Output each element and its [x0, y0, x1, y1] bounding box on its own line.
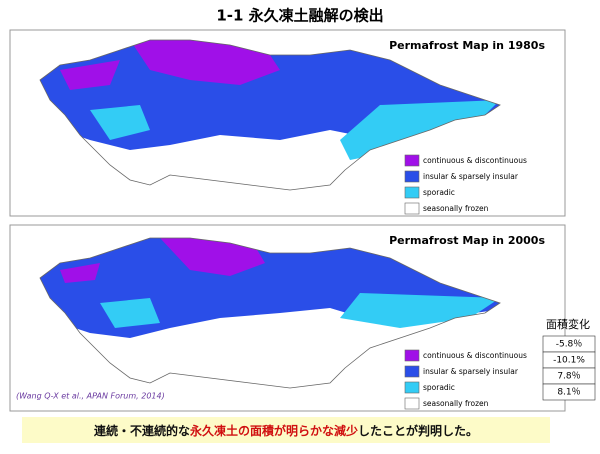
legend-swatch [404, 202, 420, 215]
legend-label: continuous & discontinuous [423, 351, 527, 360]
legend-swatch [404, 186, 420, 199]
legend-swatch [404, 154, 420, 167]
legend-label: sporadic [423, 188, 455, 197]
table-value: -5.8％ [556, 339, 583, 350]
map-title: Permafrost Map in 2000s [389, 234, 545, 247]
table-header: 面積変化 [546, 317, 590, 331]
table-cell [542, 383, 596, 401]
legend-label: insular & sparsely insular [423, 367, 519, 376]
legend-swatch [404, 170, 420, 183]
map-title: Permafrost Map in 1980s [389, 39, 545, 52]
legend-swatch [404, 397, 420, 410]
legend-swatch [404, 365, 420, 378]
footer-text: 連続・不連続的な永久凍土の面積が明らかな減少したことが判明した。 [94, 423, 478, 438]
legend-label: sporadic [423, 383, 455, 392]
legend-swatch [404, 349, 420, 362]
citation: (Wang Q-X et al., APAN Forum, 2014) [16, 392, 165, 401]
slide-title: 1-1 永久凍土融解の検出 [216, 7, 383, 25]
footer-segment: したことが判明した。 [358, 423, 478, 438]
table-value: 8.1％ [557, 387, 580, 398]
legend-label: continuous & discontinuous [423, 156, 527, 165]
legend-label: seasonally frozen [423, 204, 489, 213]
legend-label: insular & sparsely insular [423, 172, 519, 181]
footer-segment: 永久凍土の面積が明らかな減少 [189, 423, 358, 438]
table-value: -10.1% [553, 356, 585, 366]
table-value: 7.8％ [557, 371, 580, 382]
footer-box [22, 417, 550, 443]
legend-swatch [404, 381, 420, 394]
legend-label: seasonally frozen [423, 399, 489, 408]
footer-segment: 連続・不連続的な [94, 423, 190, 438]
